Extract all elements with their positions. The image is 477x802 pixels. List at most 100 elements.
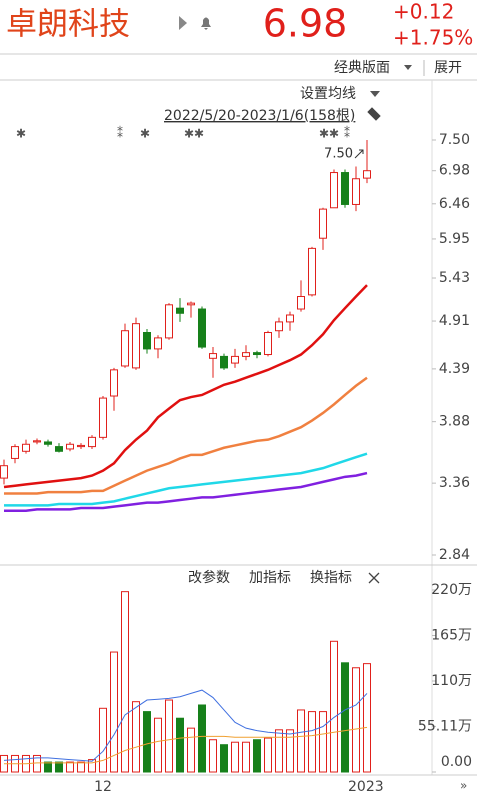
moving-average: [3, 284, 368, 489]
candle-body: [187, 302, 195, 306]
expand-button[interactable]: 展开: [434, 60, 462, 76]
y-tick-label: 4.39: [439, 361, 470, 377]
candle-body: [132, 323, 140, 369]
volume-bar: [231, 741, 239, 773]
event-marker[interactable]: ✱: [16, 127, 26, 141]
candle-body: [154, 337, 162, 350]
candle-body: [99, 397, 107, 438]
candle-body: [264, 332, 272, 356]
volume-bar: [44, 761, 52, 773]
candle-body: [341, 172, 349, 205]
candle-body: [33, 440, 41, 443]
volume-bar: [220, 744, 228, 773]
candle-body: [77, 444, 85, 448]
candle-body: [363, 170, 371, 179]
volume-bar: [297, 709, 305, 773]
candle-body: [308, 247, 316, 296]
scroll-right[interactable]: »: [460, 779, 467, 793]
candle-body: [220, 355, 228, 369]
event-marker[interactable]: ⁑: [117, 126, 123, 141]
ma-setting[interactable]: 设置均线: [300, 86, 356, 102]
y-tick-label: 3.36: [439, 475, 470, 491]
moving-average: [4, 376, 368, 495]
volume-bar: [264, 737, 272, 773]
stock-name: 卓朗科技: [6, 7, 130, 43]
candle-body: [11, 446, 19, 459]
candle-body: [121, 330, 129, 367]
indicator-button[interactable]: 换指标: [310, 569, 352, 586]
volume-bar: [154, 717, 162, 773]
ma-caret: [370, 91, 380, 97]
volume-bar: [99, 707, 107, 773]
volume-bar: [242, 741, 250, 773]
volume-bar: [33, 754, 41, 773]
volume-bar: [286, 729, 294, 773]
candle-body: [22, 443, 30, 452]
candle-body: [242, 352, 250, 357]
date-range: 2022/5/20-2023/1/6(158根): [164, 108, 355, 124]
indicator-button[interactable]: 加指标: [249, 570, 291, 586]
candle-body: [297, 296, 305, 310]
y-tick-label: 5.43: [439, 270, 470, 286]
candle-body: [143, 332, 151, 350]
volume-bar: [341, 662, 349, 773]
volume-bar: [132, 701, 140, 773]
moving-average: [4, 471, 368, 512]
volume-bar: [308, 711, 316, 773]
candle-body: [0, 465, 8, 479]
y-tick-label: 165万: [431, 628, 472, 644]
close-indicator[interactable]: [368, 572, 380, 584]
volume-bar: [88, 759, 96, 773]
y-tick-label: 7.50: [439, 132, 470, 148]
volume-average: [3, 689, 368, 762]
layout-button[interactable]: 经典版面: [334, 60, 390, 76]
candle-body: [66, 443, 74, 450]
x-tick-label: 12: [94, 779, 112, 795]
y-tick-label: 3.88: [439, 414, 470, 430]
candle-body: [319, 208, 327, 239]
volume-average: [4, 726, 368, 765]
y-tick-label: 55.11万: [418, 718, 472, 734]
volume-bar: [253, 739, 261, 773]
volume-bar: [77, 761, 85, 773]
y-tick-label: 2.84: [439, 547, 470, 563]
event-markers: ✱ ⁑ ✱ ✱✱ ✱✱ ⁑: [16, 126, 350, 141]
y-tick-label: 5.95: [439, 231, 470, 247]
candle-body: [275, 321, 283, 332]
candle-body: [330, 172, 338, 209]
last-price: 6.98: [263, 2, 348, 46]
candle-body: [165, 304, 173, 339]
price-change: +0.12: [393, 0, 454, 24]
event-marker[interactable]: ✱✱: [319, 127, 339, 141]
bell-icon[interactable]: [201, 17, 211, 31]
event-marker[interactable]: ✱: [140, 127, 150, 141]
candle-body: [55, 446, 63, 452]
y-tick-label: 4.91: [439, 313, 470, 329]
volume-bar: [363, 663, 371, 773]
candle-body: [176, 307, 184, 314]
volume-bar: [121, 591, 129, 773]
y-tick-label: 6.46: [439, 196, 470, 212]
y-tick-label: 110万: [431, 673, 472, 689]
pin-icon[interactable]: [367, 107, 381, 121]
volume-bar: [187, 727, 195, 773]
volume-bar: [330, 640, 338, 773]
candle-body: [352, 178, 360, 205]
event-marker[interactable]: ✱✱: [184, 127, 204, 141]
volume-bar: [275, 729, 283, 773]
volume-bar: [319, 711, 327, 773]
event-marker[interactable]: ⁑: [344, 126, 350, 141]
expand-arrow[interactable]: [179, 16, 187, 30]
price-change-pct: +1.75%: [393, 26, 473, 50]
high-annotation: 7.50: [324, 147, 353, 162]
volume-bar: [55, 761, 63, 773]
candle-body: [286, 314, 294, 323]
indicator-button[interactable]: 改参数: [188, 569, 230, 586]
y-tick-label: 0.00: [441, 754, 472, 770]
annotation-arrow: [354, 149, 364, 159]
layout-caret: [404, 65, 412, 70]
candle-body: [88, 436, 96, 448]
volume-bar: [165, 699, 173, 773]
